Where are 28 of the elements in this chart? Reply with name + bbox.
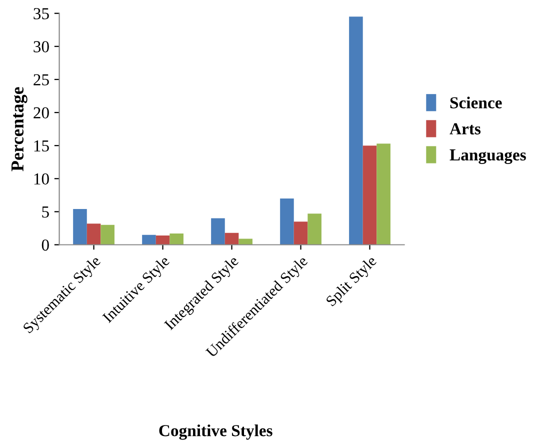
- y-tick-label: 15: [34, 140, 49, 152]
- bar: [280, 198, 294, 245]
- y-axis-title: Percentage: [12, 87, 28, 172]
- bar: [100, 224, 114, 245]
- bar: [224, 232, 239, 245]
- bar: [362, 146, 377, 245]
- bar: [170, 234, 184, 245]
- bar: [73, 209, 87, 245]
- x-tick-label: Split Style: [325, 254, 380, 309]
- y-tick-label: 30: [34, 41, 49, 52]
- legend-label: Science: [450, 96, 502, 108]
- bar: [376, 144, 390, 245]
- y-tick-label: 20: [34, 107, 49, 118]
- bar: [156, 235, 170, 245]
- y-tick-label: 5: [42, 206, 49, 218]
- bar: [86, 224, 101, 245]
- bar: [211, 218, 225, 245]
- legend-label: Arts: [450, 123, 481, 134]
- legend-label: Languages: [450, 149, 526, 164]
- bar: [349, 16, 363, 245]
- y-tick-label: 10: [34, 173, 49, 185]
- y-tick-label: 35: [34, 8, 49, 20]
- y-tick-label: 25: [34, 74, 49, 86]
- bar: [294, 222, 308, 245]
- y-tick-label: 0: [42, 239, 49, 251]
- x-axis-title: Cognitive Styles: [159, 424, 272, 440]
- bar: [142, 234, 156, 245]
- bar: [308, 214, 322, 245]
